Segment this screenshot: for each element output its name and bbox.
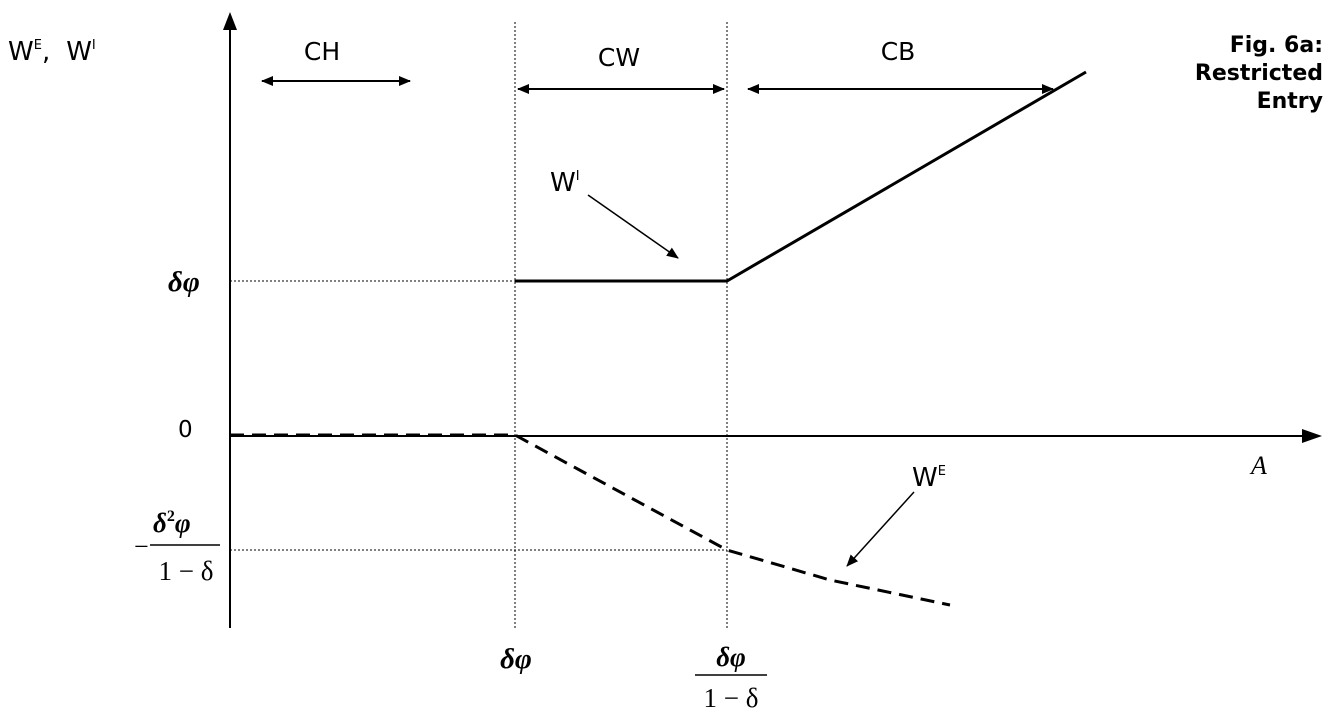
y-tick-negative-numerator-exponent: 2 [167, 508, 175, 525]
caption-line-1: Fig. 6a: [1230, 33, 1323, 58]
y-axis-label: WE, WI [8, 37, 96, 67]
x-tick-fraction-numerator: δφ [716, 642, 746, 672]
we-curve [230, 433, 951, 607]
we-curve-label-superscript: E [938, 464, 946, 479]
x-axis-arrowhead [1302, 429, 1322, 443]
y-axis-arrowhead [223, 12, 237, 30]
wi-curve-label: WI [550, 168, 580, 198]
caption-line-3: Entry [1257, 89, 1323, 114]
we-curve-label: WE [912, 463, 946, 493]
region-cb-label: CB [881, 37, 916, 66]
y-tick-negative-numerator: δ2φ [153, 508, 191, 538]
y-axis-label-we: W [8, 37, 34, 67]
y-tick-negative-numerator-delta: δ [153, 508, 167, 538]
x-tick-delta-phi: δφ [500, 643, 532, 675]
wi-curve-label-main: W [550, 168, 576, 198]
x-tick-fraction-denominator: 1 − δ [704, 683, 759, 713]
caption-line-2: Restricted [1195, 61, 1323, 86]
y-tick-zero: 0 [178, 417, 193, 443]
y-axis-label-wi: W [66, 37, 92, 67]
y-axis-label-separator: , [42, 37, 50, 67]
we-pointer-arrow [846, 491, 915, 567]
x-tick-fraction: δφ 1 − δ [695, 642, 767, 713]
wi-curve-label-superscript: I [576, 169, 580, 184]
wi-curve [515, 70, 1087, 283]
y-tick-negative-fraction: − δ2φ 1 − δ [134, 508, 220, 586]
y-axis-label-wi-superscript: I [92, 38, 96, 53]
region-ch-label: CH [304, 37, 340, 66]
y-tick-negative-numerator-phi: φ [175, 508, 191, 538]
y-tick-negative-sign: − [134, 532, 149, 561]
y-tick-delta-phi: δφ [168, 266, 200, 298]
wi-pointer-arrow [587, 194, 679, 259]
y-tick-negative-denominator: 1 − δ [159, 556, 214, 586]
region-cw-label: CW [598, 43, 640, 72]
x-axis-label: A [1249, 451, 1267, 480]
we-curve-label-main: W [912, 463, 938, 493]
y-axis-label-we-superscript: E [34, 38, 42, 53]
